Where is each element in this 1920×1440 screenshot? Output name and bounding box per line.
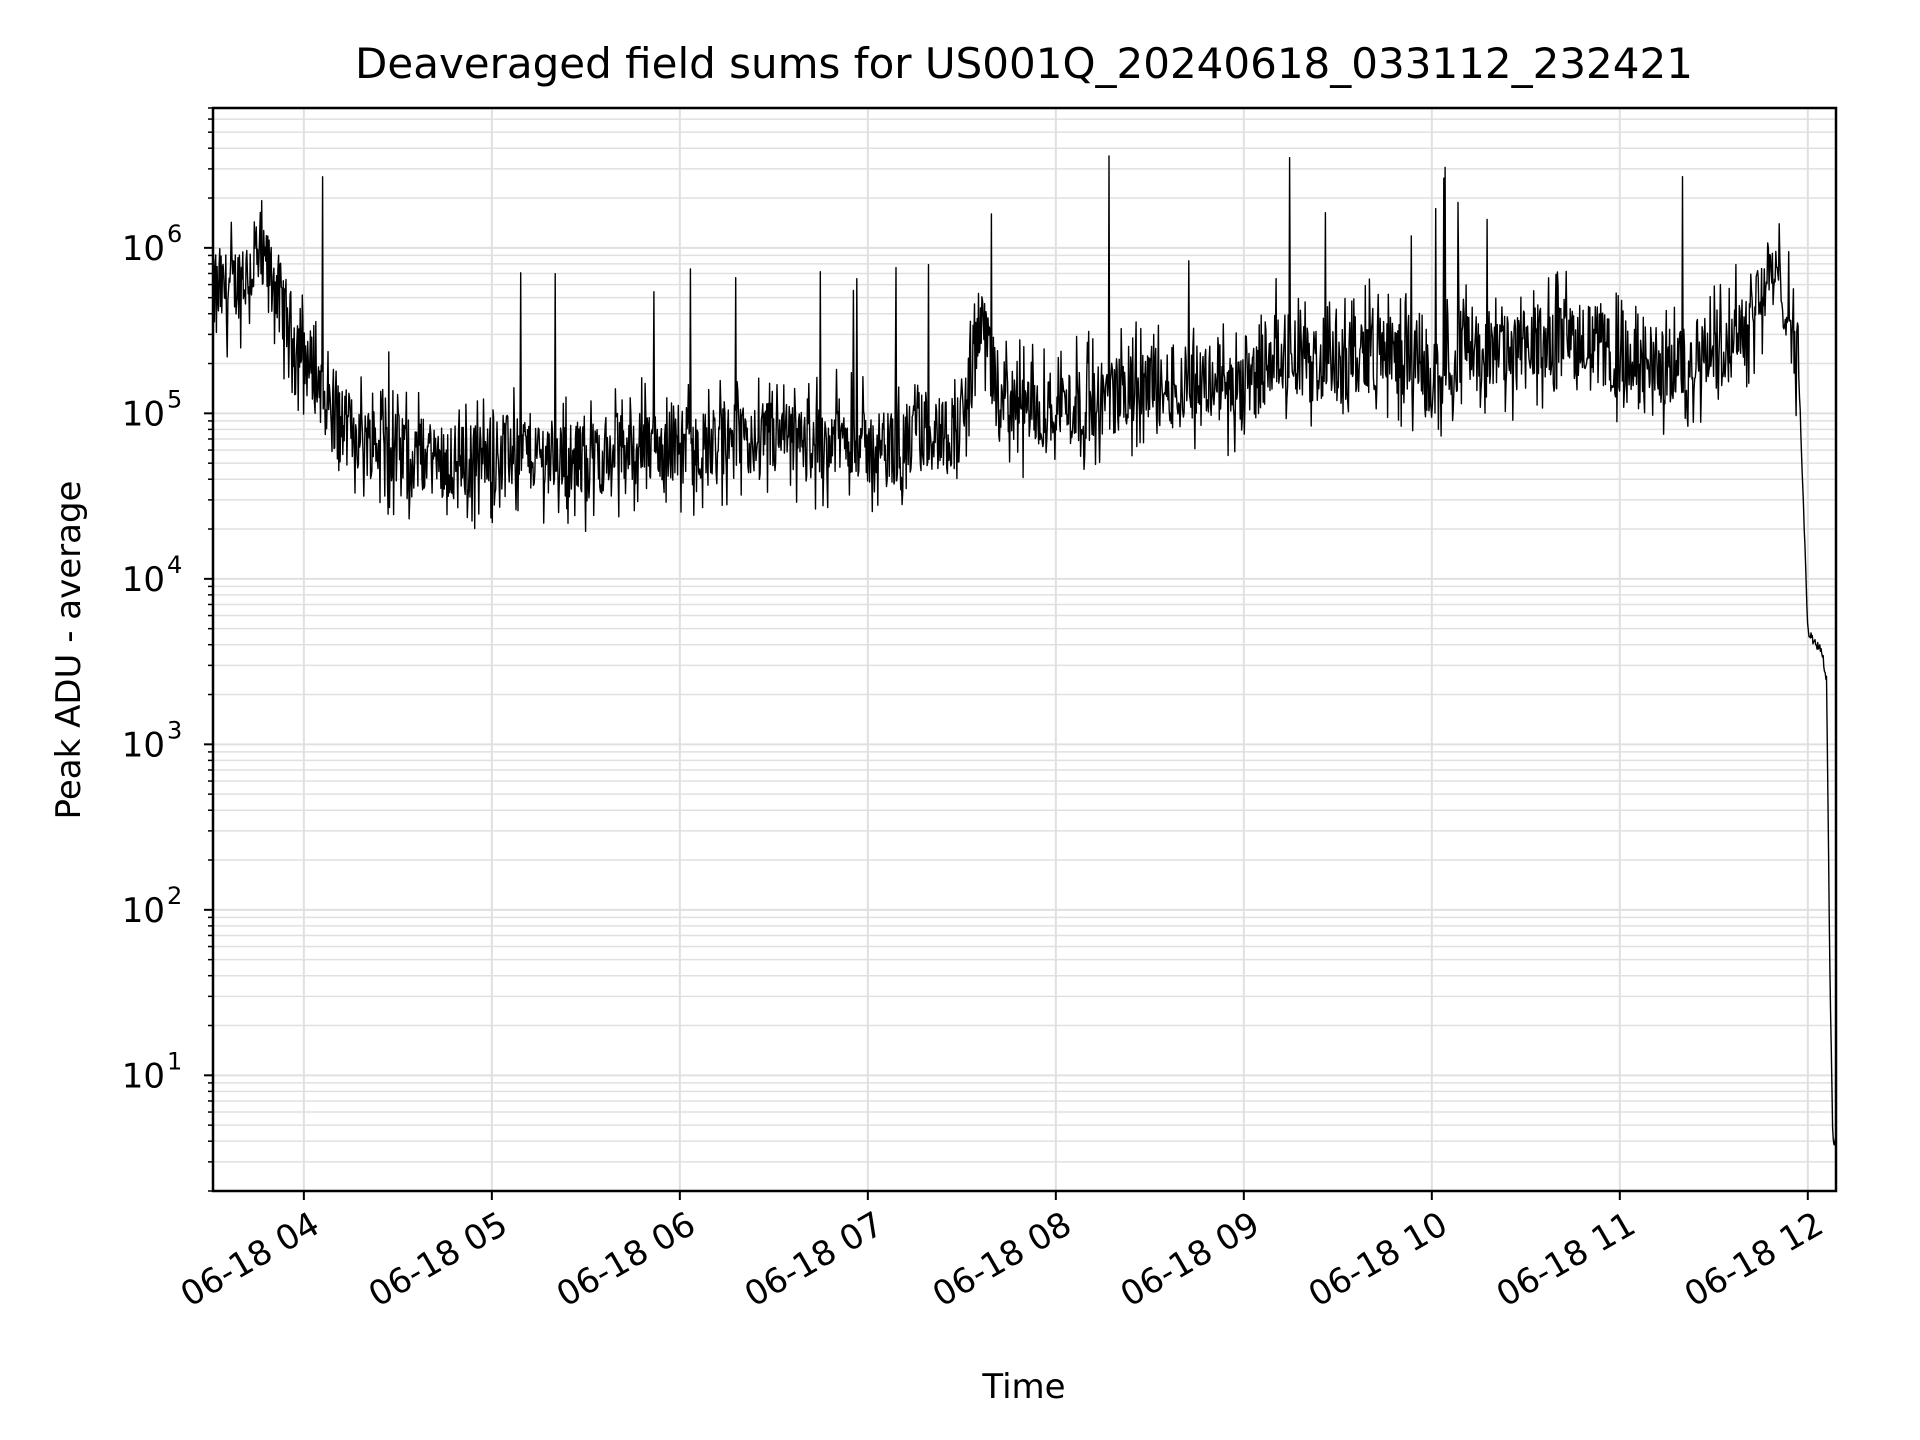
x-tick-label: 06-18 04 xyxy=(174,1204,326,1315)
plot-frame xyxy=(211,106,1838,1193)
y-tick-label: 10 xyxy=(122,891,165,931)
minor-gridlines xyxy=(213,107,1836,1192)
x-axis-label: Time xyxy=(981,1367,1065,1407)
y-tick-label: 10 xyxy=(122,1056,165,1096)
y-tick-exponent: 1 xyxy=(167,1047,182,1075)
x-tick-label: 06-18 11 xyxy=(1490,1204,1642,1315)
x-axis-ticks: 06-18 04 06-18 05 06-18 06 06-18 07 06-18 08… xyxy=(174,1191,1830,1315)
series-layer xyxy=(212,155,1837,1146)
chart-title: Deaveraged field sums for US001Q_2024061… xyxy=(355,39,1693,88)
x-tick-label: 06-18 10 xyxy=(1302,1204,1454,1315)
y-tick-label: 10 xyxy=(122,725,165,765)
y-tick-exponent: 2 xyxy=(167,882,182,910)
y-tick-label: 10 xyxy=(122,394,165,434)
x-tick-label: 06-18 07 xyxy=(738,1204,890,1315)
y-tick-exponent: 3 xyxy=(167,716,182,744)
y-tick-label: 10 xyxy=(122,229,165,269)
x-tick-label: 06-18 05 xyxy=(362,1204,514,1315)
x-tick-label: 06-18 09 xyxy=(1114,1204,1266,1315)
y-tick-label: 10 xyxy=(122,560,165,600)
y-tick-exponent: 5 xyxy=(167,385,182,413)
y-tick-exponent: 4 xyxy=(167,551,182,579)
y-tick-exponent: 6 xyxy=(167,220,182,248)
series-line xyxy=(212,155,1837,1146)
x-tick-label: 06-18 12 xyxy=(1678,1204,1830,1315)
y-axis-label: Peak ADU - average xyxy=(49,481,89,820)
x-tick-label: 06-18 08 xyxy=(926,1204,1078,1315)
x-tick-label: 06-18 06 xyxy=(550,1204,702,1315)
major-gridlines xyxy=(213,108,1836,1191)
